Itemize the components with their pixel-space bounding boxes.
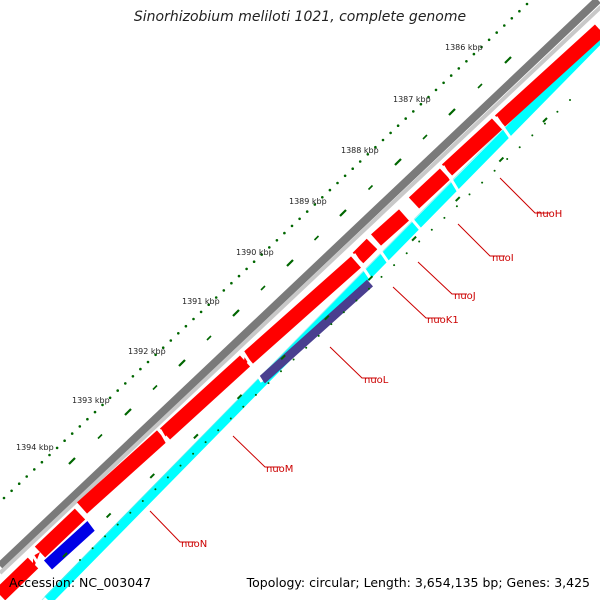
gene-leader-line (232, 435, 280, 468)
scale-tick-label: 1394 kbp (16, 443, 54, 452)
gene-label-nuoi[interactable]: nuoI (492, 253, 514, 264)
scale-major-tick (504, 56, 512, 64)
gene-arrow (371, 209, 409, 246)
topology-label: Topology: circular; Length: 3,654,135 bp… (246, 575, 590, 590)
scale-tick-label: 1393 kbp (72, 396, 110, 405)
gene-leader-line (392, 286, 441, 319)
inner-tick-marks (62, 99, 571, 561)
gene-arrow (494, 24, 600, 127)
gene-arrow (159, 355, 251, 440)
scale-tick-label: 1391 kbp (182, 297, 220, 306)
scale-major-tick (394, 158, 402, 166)
scale-tick-label: 1390 kbp (236, 248, 274, 257)
gene-arrow (408, 168, 451, 209)
gene-arrow (352, 238, 378, 264)
gene-arrow (0, 557, 39, 600)
gene-arrow (34, 508, 86, 558)
gene-arrows (0, 24, 600, 600)
scale-ruler: 1386 kbp 1387 kbp 1388 kbp 1389 kbp 1390 kbp… (2, 2, 529, 500)
gene-label-nuoh[interactable]: nuoH (536, 209, 562, 220)
backbone-band (0, 0, 600, 575)
scale-major-tick (286, 259, 294, 267)
gene-labels: nuoH nuoI nuoJ nuoK1 nuoL nuoM nuoN (149, 177, 562, 550)
gene-leader-line (149, 510, 195, 543)
gene-leader-line (417, 261, 467, 295)
scale-tick-label: 1387 kbp (393, 95, 431, 104)
gene-label-nuok1[interactable]: nuoK1 (427, 315, 459, 326)
gene-label-nuom[interactable]: nuoM (266, 464, 293, 475)
map-title: Sinorhizobium meliloti 1021, complete ge… (133, 9, 467, 25)
gene-label-nuoj[interactable]: nuoJ (454, 291, 476, 302)
gene-label-nuol[interactable]: nuoL (364, 375, 389, 386)
highlight-features (43, 279, 374, 570)
scale-major-tick (448, 108, 456, 116)
scale-major-tick (68, 457, 76, 465)
scale-tick-label: 1389 kbp (289, 197, 327, 206)
nuoN-highlight-bar (43, 520, 97, 570)
scale-major-tick (232, 309, 240, 317)
gene-leader-line (499, 177, 550, 214)
nuoL-highlight-bar (258, 279, 374, 384)
gene-arrow (76, 430, 168, 514)
track-separators (28, 116, 516, 577)
accession-label: Accession: NC_003047 (9, 575, 152, 590)
gene-leader-line (457, 223, 505, 257)
scale-major-tick (339, 209, 347, 217)
gene-arrow (441, 118, 503, 176)
scale-major-tick (124, 408, 132, 416)
gene-arrow (243, 256, 361, 364)
scale-tick-label: 1392 kbp (128, 347, 166, 356)
gene-leader-line (329, 346, 377, 379)
scale-major-tick (178, 359, 186, 367)
scale-tick-label: 1388 kbp (341, 146, 379, 155)
gene-label-nuon[interactable]: nuoN (181, 539, 207, 550)
scale-tick-label: 1386 kbp (445, 43, 483, 52)
